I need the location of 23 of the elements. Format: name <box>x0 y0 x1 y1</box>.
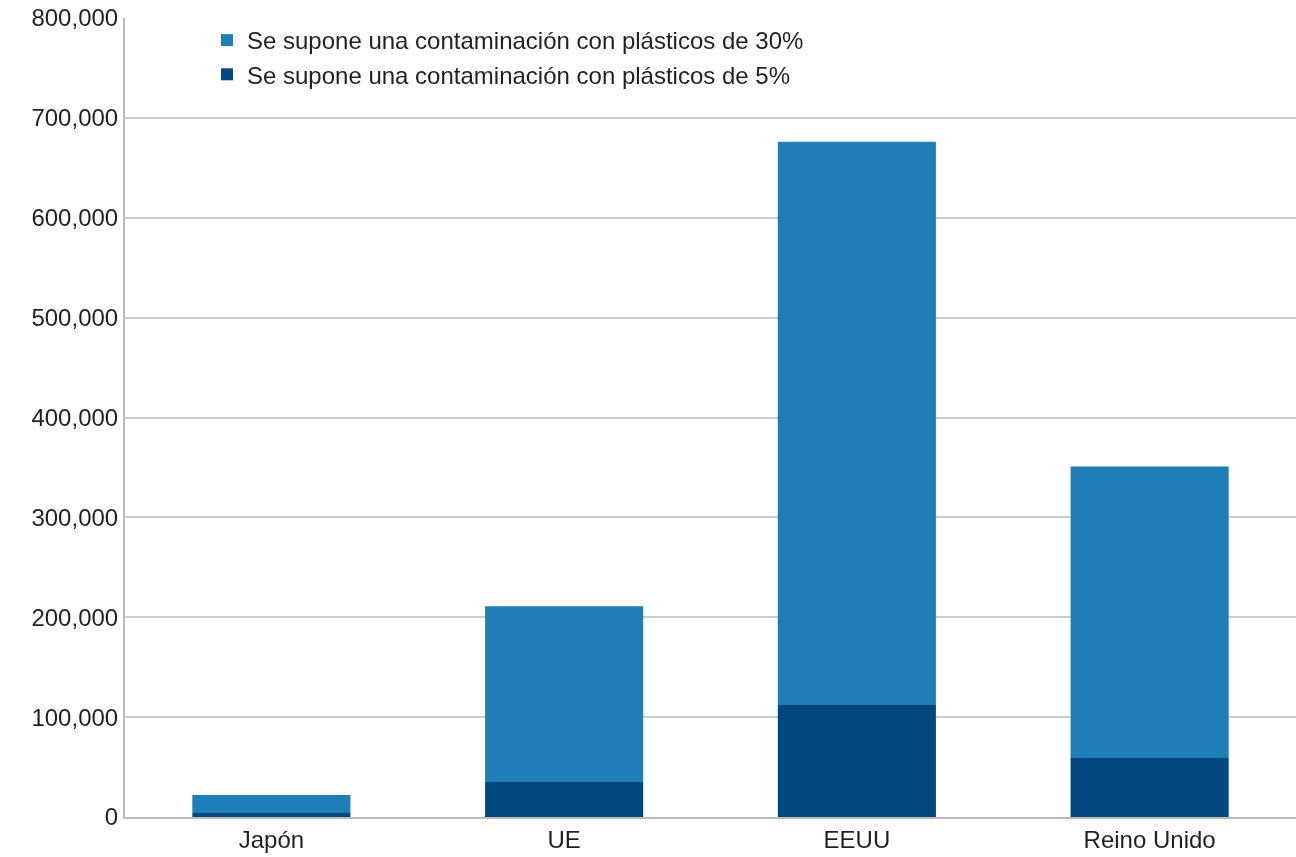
bar <box>1070 758 1229 817</box>
legend-label: Se supone una contaminación con plásticos de 30% <box>246 27 804 55</box>
x-tick-label: Reino Unido <box>1083 825 1216 853</box>
x-tick-label: UE <box>547 825 581 853</box>
y-tick-label: 600,000 <box>31 204 119 232</box>
y-tick-label: 700,000 <box>31 104 119 132</box>
bar <box>485 606 644 783</box>
y-tick-label: 300,000 <box>31 503 119 531</box>
y-tick-label: 500,000 <box>31 304 119 332</box>
bar <box>1070 466 1229 759</box>
bar <box>485 782 644 817</box>
bar <box>777 704 936 817</box>
legend-label: Se supone una contaminación con plásticos de 5% <box>246 61 790 89</box>
x-tick-label: Japón <box>238 825 305 853</box>
y-tick-label: 800,000 <box>31 4 119 32</box>
y-tick-label: 400,000 <box>31 403 119 431</box>
bar <box>192 795 351 814</box>
x-tick-label: EEUU <box>823 825 891 853</box>
y-tick-label: 100,000 <box>31 703 119 731</box>
bar <box>192 813 351 817</box>
y-tick-label: 0 <box>104 803 119 831</box>
bar <box>777 141 936 705</box>
y-tick-label: 200,000 <box>31 603 119 631</box>
